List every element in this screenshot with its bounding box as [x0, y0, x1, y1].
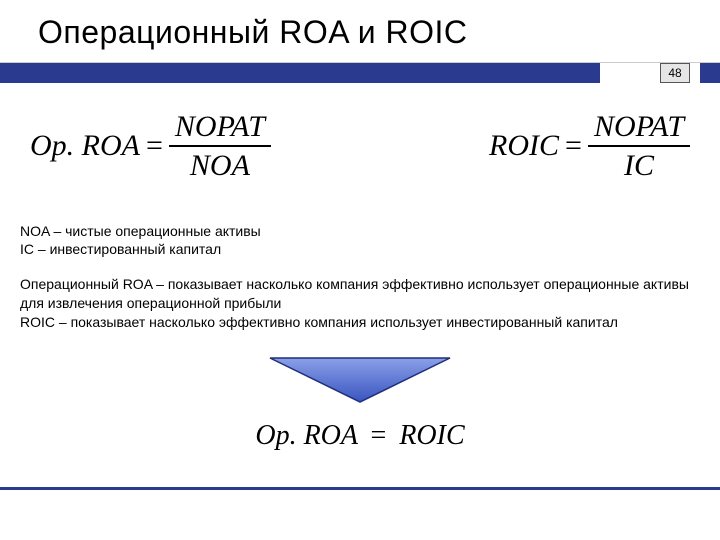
formula-row: Op. ROA = NOPAT NOA ROIC = NOPAT IC [30, 110, 690, 182]
numerator: NOPAT [169, 110, 271, 143]
def-ic: IC – инвестированный капитал [20, 240, 261, 258]
formula-roic-lhs: ROIC [489, 129, 559, 163]
formula-equality: Op. ROA = ROIC [0, 420, 720, 452]
equals-sign: = [146, 129, 163, 163]
equals-sign: = [565, 129, 582, 163]
denominator: IC [618, 149, 660, 182]
slide: Операционный ROA и ROIC 48 Op. ROA = NOP… [0, 0, 720, 540]
formula-op-roa: Op. ROA = NOPAT NOA [30, 110, 271, 182]
fraction-bar [588, 145, 690, 147]
formula-roic: ROIC = NOPAT IC [489, 110, 690, 182]
formula-eq-lhs: Op. ROA [255, 420, 357, 451]
numerator: NOPAT [588, 110, 690, 143]
arrow-down-icon [260, 350, 460, 410]
page-number: 48 [660, 63, 690, 83]
equals-sign: = [371, 420, 387, 451]
denominator: NOA [184, 149, 256, 182]
slide-title: Операционный ROA и ROIC [38, 14, 467, 51]
fraction-bar [169, 145, 271, 147]
descriptions: Операционный ROA – показывает насколько … [20, 275, 690, 332]
footer-rule [0, 487, 720, 490]
definitions: NOA – чистые операционные активы IC – ин… [20, 222, 261, 258]
down-arrow [0, 350, 720, 410]
def-noa: NOA – чистые операционные активы [20, 222, 261, 240]
formula-op-roa-lhs: Op. ROA [30, 129, 140, 163]
formula-eq-rhs: ROIC [399, 420, 464, 451]
desc-op-roa: Операционный ROA – показывает насколько … [20, 275, 690, 313]
desc-roic: ROIC – показывает насколько эффективно к… [20, 313, 690, 332]
header-band: 48 [0, 62, 720, 83]
fraction: NOPAT NOA [169, 110, 271, 182]
fraction: NOPAT IC [588, 110, 690, 182]
